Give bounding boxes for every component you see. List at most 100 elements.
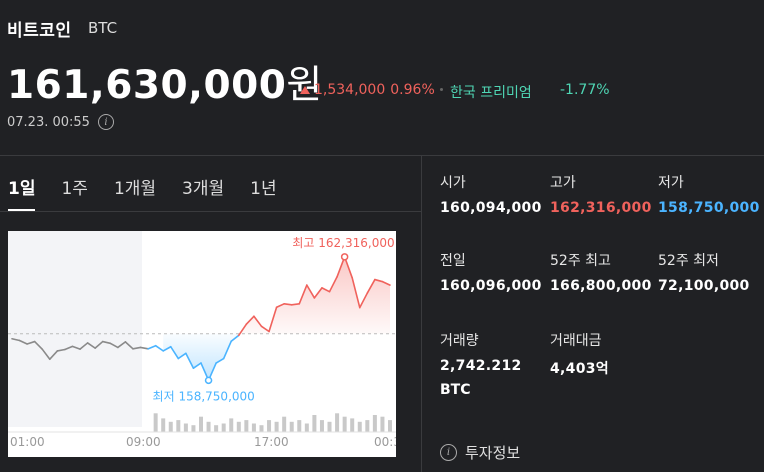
high-annotation: 최고 162,316,000 <box>292 236 394 250</box>
stat-label: 저가 <box>658 175 684 191</box>
price-unit: 원 <box>286 63 323 108</box>
price-line-segment <box>56 348 66 352</box>
stat-value: 72,100,000 <box>658 278 750 294</box>
stat-value: 158,750,000 <box>658 200 760 216</box>
price-line-segment <box>185 352 195 370</box>
price-line-segment <box>260 325 270 333</box>
volume-bar <box>350 418 355 432</box>
volume-bar <box>206 421 211 432</box>
price-line-segment <box>366 278 376 294</box>
price-line-segment <box>374 278 384 283</box>
price-line-segment <box>283 303 293 306</box>
tab-3m[interactable]: 3개월 <box>182 179 225 199</box>
change-percent: 0.96% <box>390 82 435 98</box>
volume-bar <box>214 425 219 432</box>
price-line-segment <box>86 342 96 349</box>
shaded-region <box>8 231 142 427</box>
volume-bar <box>372 415 377 432</box>
volume-bar <box>365 420 370 432</box>
volume-bar <box>183 423 188 432</box>
volume-bar <box>388 420 392 432</box>
price-line-segment <box>139 346 149 350</box>
stat-label: 52주 최고 <box>550 253 611 269</box>
price-line-segment <box>253 315 263 328</box>
volume-bar <box>153 413 158 432</box>
divider <box>0 155 764 156</box>
current-price: 161,630,000 원 <box>7 54 322 110</box>
volume-bar <box>221 423 226 432</box>
timestamp: 07.23. 00:55 i <box>7 114 114 130</box>
price-chart[interactable]: 최고 162,316,000 최저 158,750,000 01:00 09:00 17… <box>8 231 396 457</box>
price-line-segment <box>313 287 323 299</box>
price-line-segment <box>147 344 157 350</box>
coin-symbol: BTC <box>88 19 118 37</box>
volume-bar <box>229 418 234 432</box>
price-line-segment <box>177 352 187 360</box>
tab-1d[interactable]: 1일 <box>8 170 36 211</box>
volume-bar <box>161 418 166 432</box>
price-line-segment <box>230 334 240 343</box>
volume-bar <box>380 416 385 432</box>
premium-label: 한국 프리미엄 <box>450 85 532 101</box>
change-amount: 1,534,000 <box>314 82 386 98</box>
price-line-segment <box>117 341 127 349</box>
stat-high: 고가 162,316,000 <box>550 172 652 216</box>
price-line-segment <box>94 340 104 349</box>
volume-bar <box>244 420 249 432</box>
price-line-segment <box>222 340 233 360</box>
price-line-segment <box>245 315 255 326</box>
price-line-segment <box>328 275 338 293</box>
invest-info-link[interactable]: i 투자정보 <box>440 442 520 463</box>
volume-bar <box>259 425 264 432</box>
price-line-segment <box>64 345 74 351</box>
price-line-segment <box>162 345 172 352</box>
info-icon: i <box>440 444 457 461</box>
premium-value: -1.77% <box>560 82 610 98</box>
x-tick-label: 17:00 <box>254 435 289 449</box>
volume-bar <box>312 415 317 432</box>
stat-value: 166,800,000 <box>550 278 652 294</box>
price-line-segment <box>18 339 28 345</box>
x-tick-label: 01:00 <box>10 435 45 449</box>
volume-bar <box>274 421 279 432</box>
stat-label: 고가 <box>550 175 576 191</box>
price-line-segment <box>109 342 119 349</box>
area-up <box>238 256 390 334</box>
price-line-segment <box>48 350 59 361</box>
tabs-underline <box>0 211 421 212</box>
price-line-segment <box>154 344 164 352</box>
volume-bar <box>191 425 196 432</box>
price-value: 161,630,000 <box>7 63 287 108</box>
stat-turnover: 거래대금 4,403억 <box>550 330 609 378</box>
price-line-segment <box>381 280 391 286</box>
price-line-segment <box>358 292 369 309</box>
volume-bar <box>251 423 256 432</box>
volume-bar <box>282 416 287 432</box>
volume-bar <box>168 421 173 432</box>
price-line-segment <box>268 306 278 333</box>
price-line-segment <box>79 342 89 350</box>
low-marker <box>204 376 213 385</box>
chart-svg: 최고 162,316,000 최저 158,750,000 01:00 09:00 17… <box>8 231 396 449</box>
stat-value: 2,742.212 <box>440 358 522 374</box>
stat-open: 시가 160,094,000 <box>440 172 542 216</box>
price-line-segment <box>298 284 308 305</box>
tab-1w[interactable]: 1주 <box>61 179 88 199</box>
price-line-segment <box>169 345 180 360</box>
price-header: 비트코인 BTC 161,630,000 원 1,534,000 0.96% 한… <box>0 0 764 155</box>
tab-1y[interactable]: 1년 <box>250 179 277 199</box>
price-line-segment <box>290 303 301 306</box>
stat-unit: BTC <box>440 382 471 398</box>
volume-bar <box>342 416 347 432</box>
stat-label: 시가 <box>440 175 466 191</box>
price-line-segment <box>41 348 51 361</box>
info-icon[interactable]: i <box>97 114 114 130</box>
volume-bar <box>176 420 181 432</box>
stat-low: 저가 158,750,000 <box>658 172 760 216</box>
tab-1m[interactable]: 1개월 <box>113 179 157 199</box>
x-tick-label: 00:30 <box>374 435 396 449</box>
stat-low52: 52주 최저 72,100,000 <box>658 250 750 294</box>
price-line-segment <box>132 346 142 350</box>
divider <box>421 155 422 472</box>
stat-volume: 거래량 2,742.212 BTC <box>440 330 522 398</box>
